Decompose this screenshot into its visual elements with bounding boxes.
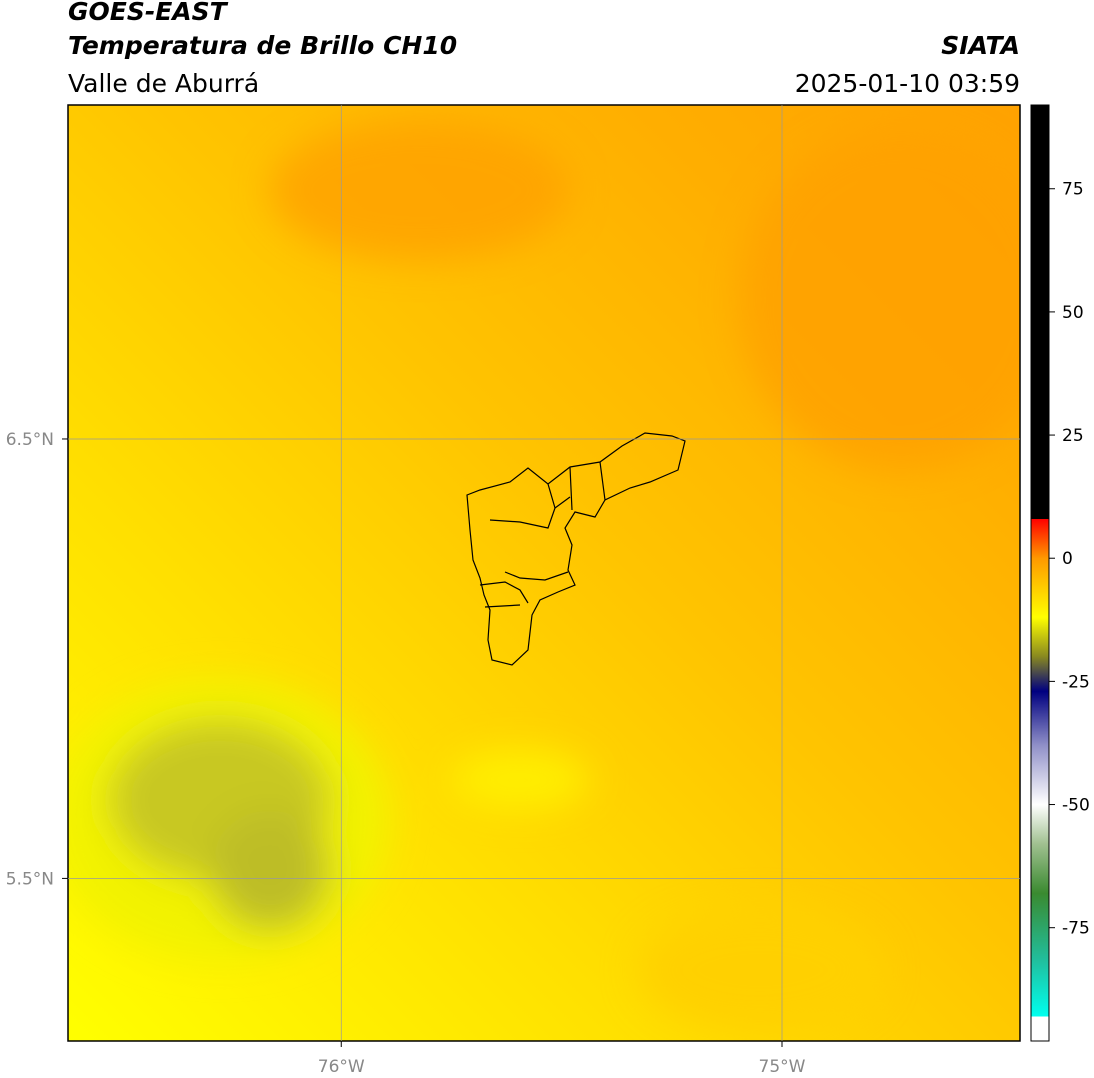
colorbar-tick-label: 0 — [1062, 549, 1073, 569]
map-field — [68, 105, 1020, 1041]
colorbar-tick-label: -50 — [1062, 796, 1090, 816]
x-tick-label: 76°W — [318, 1057, 365, 1077]
colorbar — [1030, 104, 1050, 1042]
map-frame — [67, 104, 1021, 1042]
y-tick-label: 5.5°N — [6, 869, 54, 889]
colorbar-tick-label: 25 — [1062, 426, 1084, 446]
x-tick-label: 75°W — [759, 1057, 806, 1077]
satellite: GOES-EAST — [68, 0, 229, 26]
agency: SIATA — [941, 31, 1020, 60]
colorbar-tick-label: -75 — [1062, 919, 1090, 939]
region: Valle de Aburrá — [68, 69, 259, 98]
datetime: 2025-01-10 03:59 — [795, 69, 1020, 98]
colorbar-tick-label: -25 — [1062, 672, 1090, 692]
colorbar-tick-label: 50 — [1062, 303, 1084, 323]
municipal-boundaries — [466, 432, 686, 666]
product: Temperatura de Brillo CH10 — [68, 31, 457, 60]
colorbar-tick-label: 75 — [1062, 180, 1084, 200]
y-tick-label: 6.5°N — [6, 430, 54, 450]
